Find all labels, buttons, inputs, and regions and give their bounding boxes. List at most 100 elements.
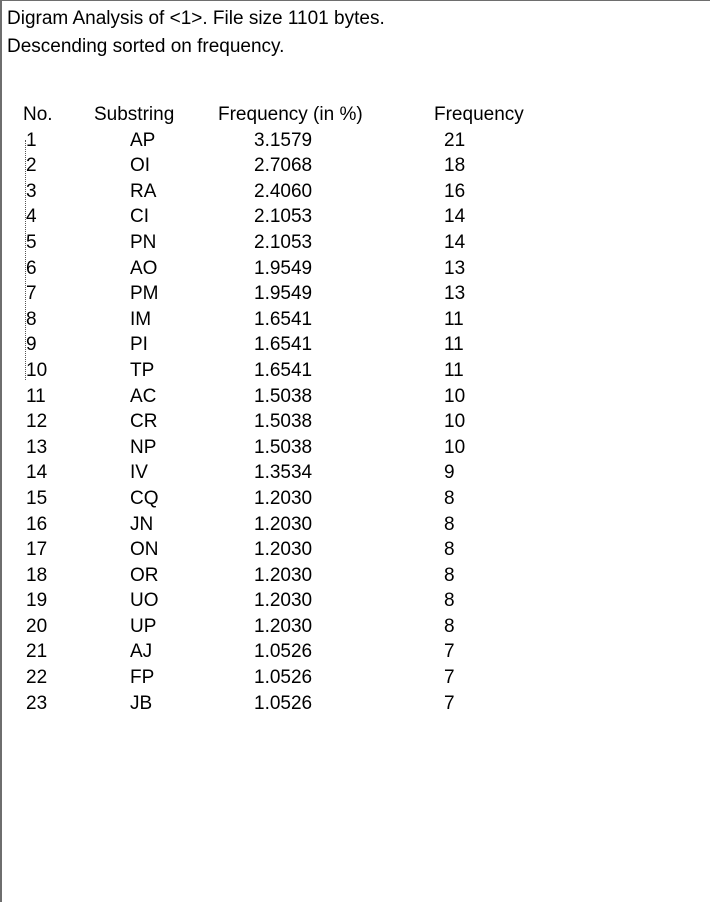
row-frequency: 7 bbox=[444, 692, 455, 714]
row-frequency: 10 bbox=[444, 411, 466, 433]
row-substring: NP bbox=[130, 436, 157, 458]
row-frequency-percent: 1.5038 bbox=[254, 436, 313, 458]
row-frequency-percent: 1.5038 bbox=[254, 411, 313, 433]
row-number: 2 bbox=[26, 155, 37, 177]
row-frequency-percent: 2.1053 bbox=[254, 206, 313, 228]
row-number: 14 bbox=[26, 462, 48, 484]
focus-dotted-line bbox=[25, 140, 26, 380]
row-frequency-percent: 1.6541 bbox=[254, 334, 313, 356]
row-number: 5 bbox=[26, 231, 37, 253]
row-frequency: 8 bbox=[444, 539, 455, 561]
row-substring: CQ bbox=[130, 487, 159, 509]
row-frequency: 8 bbox=[444, 615, 455, 637]
row-frequency: 11 bbox=[444, 359, 464, 381]
row-frequency-percent: 1.2030 bbox=[254, 590, 313, 612]
row-frequency-percent: 1.9549 bbox=[254, 283, 313, 305]
report-title: Digram Analysis of <1>. File size 1101 b… bbox=[7, 8, 385, 29]
row-frequency: 8 bbox=[444, 487, 455, 509]
row-frequency-percent: 1.2030 bbox=[254, 513, 313, 535]
column-header-substring: Substring bbox=[94, 104, 175, 125]
row-substring: OR bbox=[130, 564, 159, 586]
row-number: 15 bbox=[26, 487, 48, 509]
row-frequency: 14 bbox=[444, 206, 466, 228]
row-number: 22 bbox=[26, 667, 48, 689]
row-frequency: 18 bbox=[444, 155, 466, 177]
row-frequency: 11 bbox=[444, 308, 464, 330]
report-header: Digram Analysis of <1>. File size 1101 b… bbox=[7, 5, 385, 61]
row-frequency: 8 bbox=[444, 513, 455, 535]
row-number: 17 bbox=[26, 539, 48, 561]
row-frequency-percent: 1.0526 bbox=[254, 641, 313, 663]
row-frequency-percent: 1.0526 bbox=[254, 667, 313, 689]
row-substring: AO bbox=[130, 257, 158, 279]
row-number: 23 bbox=[26, 692, 48, 714]
row-frequency: 8 bbox=[444, 564, 455, 586]
row-number: 12 bbox=[26, 411, 48, 433]
row-frequency-percent: 2.7068 bbox=[254, 155, 313, 177]
row-substring: RA bbox=[130, 180, 157, 202]
row-frequency: 9 bbox=[444, 462, 455, 484]
row-substring: PN bbox=[130, 231, 157, 253]
sort-description: Descending sorted on frequency. bbox=[7, 36, 285, 57]
row-substring: FP bbox=[130, 667, 155, 689]
column-header-frequency: Frequency bbox=[434, 104, 524, 125]
row-number: 21 bbox=[26, 641, 48, 663]
row-substring: CR bbox=[130, 411, 158, 433]
row-number: 10 bbox=[26, 359, 48, 381]
row-number: 3 bbox=[26, 180, 37, 202]
row-frequency: 16 bbox=[444, 180, 466, 202]
row-substring: OI bbox=[130, 155, 151, 177]
row-frequency-percent: 1.5038 bbox=[254, 385, 313, 407]
row-frequency: 13 bbox=[444, 283, 466, 305]
row-frequency-percent: 2.1053 bbox=[254, 231, 313, 253]
row-substring: UO bbox=[130, 590, 159, 612]
row-frequency-percent: 1.6541 bbox=[254, 308, 313, 330]
row-frequency-percent: 1.2030 bbox=[254, 487, 313, 509]
row-number: 4 bbox=[26, 206, 37, 228]
row-substring: TP bbox=[130, 359, 155, 381]
row-substring: AC bbox=[130, 385, 157, 407]
row-substring: JN bbox=[130, 513, 154, 535]
row-frequency: 8 bbox=[444, 590, 455, 612]
row-frequency: 7 bbox=[444, 641, 455, 663]
row-frequency-percent: 1.3534 bbox=[254, 462, 313, 484]
row-frequency-percent: 2.4060 bbox=[254, 180, 313, 202]
row-frequency: 21 bbox=[444, 129, 466, 151]
row-frequency: 11 bbox=[444, 334, 464, 356]
row-number: 18 bbox=[26, 564, 48, 586]
row-number: 8 bbox=[26, 308, 37, 330]
row-substring: AJ bbox=[130, 641, 153, 663]
row-frequency: 10 bbox=[444, 385, 466, 407]
row-substring: ON bbox=[130, 539, 159, 561]
row-frequency-percent: 1.9549 bbox=[254, 257, 313, 279]
row-frequency: 14 bbox=[444, 231, 466, 253]
row-number: 7 bbox=[26, 283, 37, 305]
row-substring: JB bbox=[130, 692, 153, 714]
row-frequency-percent: 1.6541 bbox=[254, 359, 313, 381]
row-substring: IV bbox=[130, 462, 148, 484]
row-substring: AP bbox=[130, 129, 156, 151]
column-header-frequency-percent: Frequency (in %) bbox=[218, 104, 363, 125]
row-frequency-percent: 1.2030 bbox=[254, 615, 313, 637]
row-number: 9 bbox=[26, 334, 37, 356]
row-number: 13 bbox=[26, 436, 48, 458]
row-frequency: 10 bbox=[444, 436, 466, 458]
row-number: 1 bbox=[26, 129, 37, 151]
row-frequency-percent: 1.2030 bbox=[254, 539, 313, 561]
row-substring: CI bbox=[130, 206, 149, 228]
row-number: 20 bbox=[26, 615, 48, 637]
row-substring: PM bbox=[130, 283, 159, 305]
row-frequency-percent: 1.2030 bbox=[254, 564, 313, 586]
row-number: 16 bbox=[26, 513, 48, 535]
row-frequency-percent: 1.0526 bbox=[254, 692, 313, 714]
row-frequency: 7 bbox=[444, 667, 455, 689]
column-header-number: No. bbox=[23, 104, 53, 125]
row-substring: PI bbox=[130, 334, 148, 356]
row-number: 6 bbox=[26, 257, 37, 279]
row-number: 19 bbox=[26, 590, 48, 612]
row-substring: UP bbox=[130, 615, 157, 637]
row-number: 11 bbox=[26, 385, 46, 407]
row-substring: IM bbox=[130, 308, 152, 330]
row-frequency: 13 bbox=[444, 257, 466, 279]
